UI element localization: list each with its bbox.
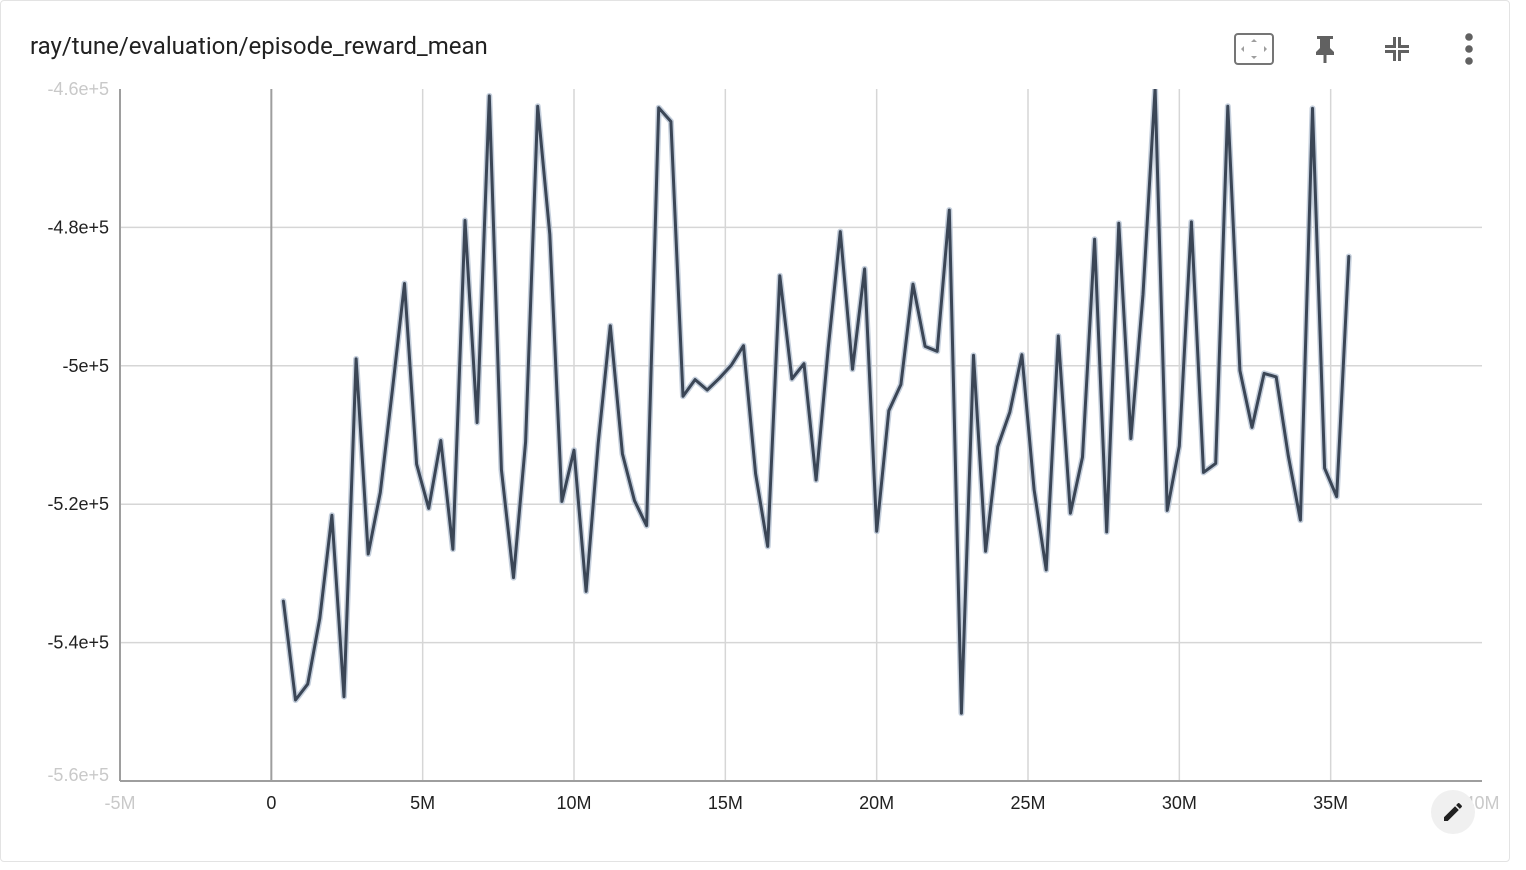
edit-button[interactable]: [1431, 790, 1475, 834]
x-tick-label: 35M: [1313, 793, 1348, 813]
fit-domain-button[interactable]: [1232, 27, 1276, 71]
more-vert-icon: [1465, 33, 1473, 65]
y-tick-label: -4.8e+5: [47, 217, 109, 237]
y-tick-label: -5.6e+5: [47, 765, 109, 785]
x-tick-label: 5M: [410, 793, 435, 813]
x-tick-label: 25M: [1010, 793, 1045, 813]
y-tick-label: -5e+5: [62, 356, 109, 376]
more-options-button[interactable]: [1447, 27, 1491, 71]
x-tick-label: -5M: [105, 793, 136, 813]
fit-domain-icon: [1234, 33, 1274, 65]
series-group: [280, 88, 1352, 717]
pin-button[interactable]: [1303, 27, 1347, 71]
x-tick-label: 30M: [1162, 793, 1197, 813]
pin-icon: [1316, 36, 1334, 63]
x-tick-label: 20M: [859, 793, 894, 813]
x-axis-ticks: -5M 0 5M 10M 15M 20M 25M 30M 35M 40M: [105, 793, 1500, 813]
y-tick-label: -4.6e+5: [47, 79, 109, 99]
x-tick-label: 0: [266, 793, 276, 813]
x-tick-label: 10M: [556, 793, 591, 813]
y-tick-label: -5.2e+5: [47, 494, 109, 514]
y-tick-label: -5.4e+5: [47, 633, 109, 653]
edit-icon: [1444, 803, 1462, 821]
chart-grid: [120, 89, 1482, 781]
series-line[interactable]: [281, 88, 1351, 715]
card-title: ray/tune/evaluation/episode_reward_mean: [30, 32, 488, 60]
y-axis-ticks: -4.6e+5 -4.8e+5 -5e+5 -5.2e+5 -5.4e+5 -5.6e+5: [47, 79, 109, 785]
series-raw-line: [280, 89, 1352, 717]
x-tick-label: 15M: [708, 793, 743, 813]
